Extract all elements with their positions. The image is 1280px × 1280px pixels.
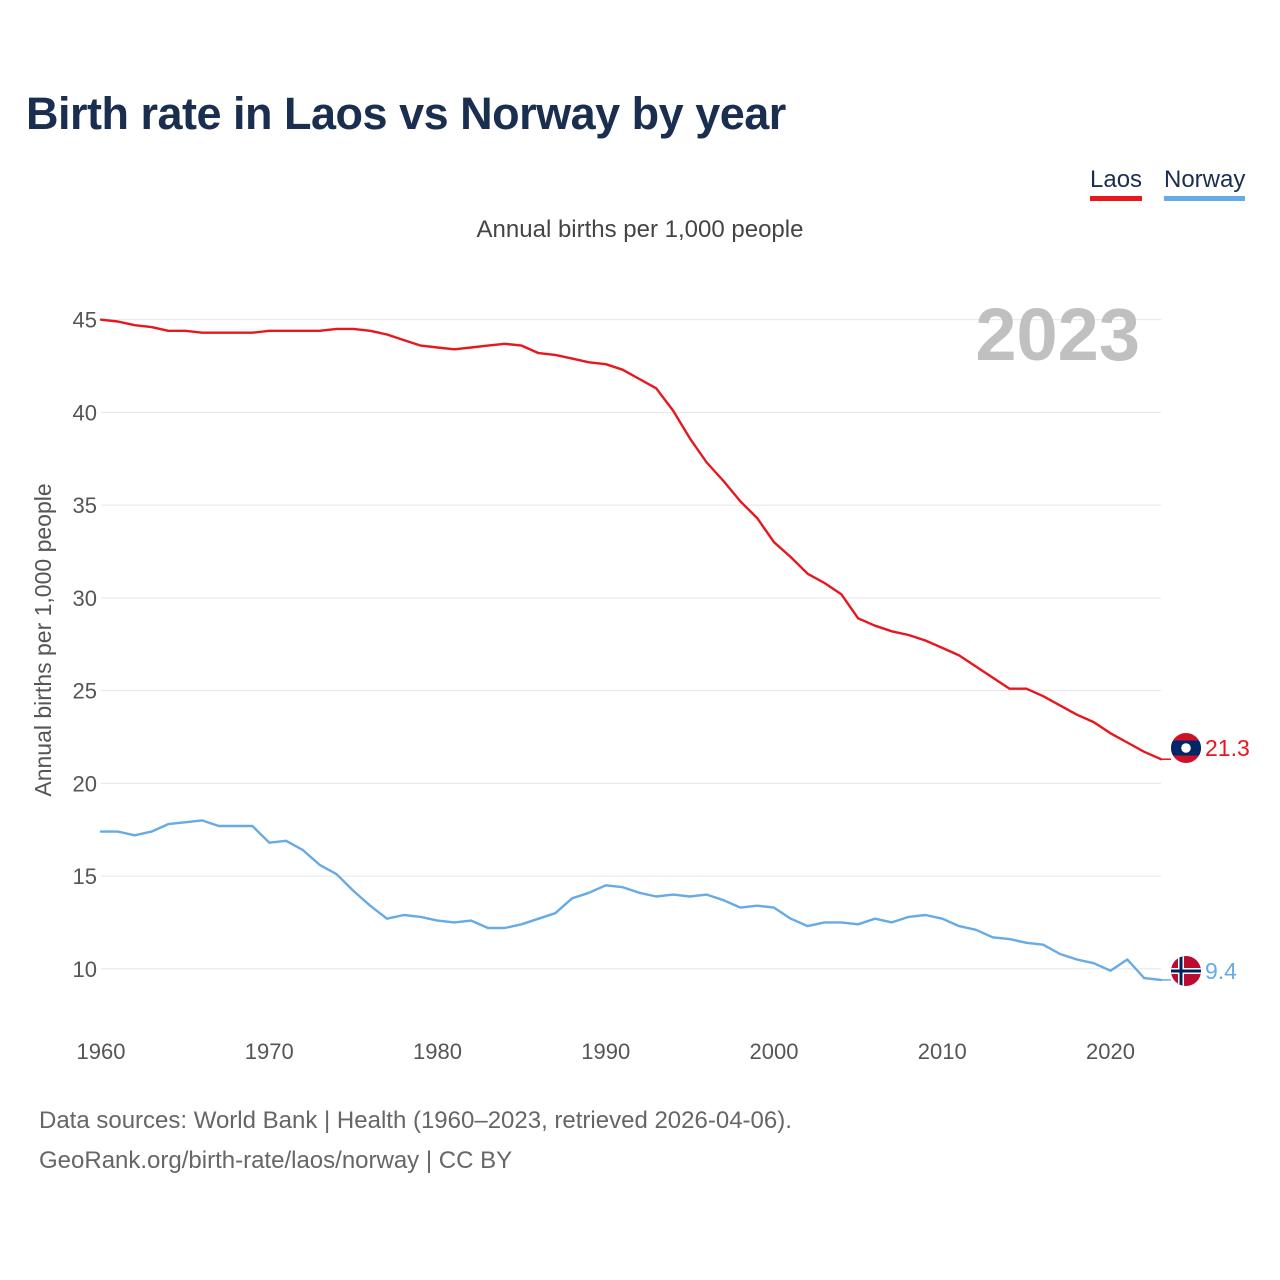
legend-item-laos[interactable]: Laos [1090, 166, 1143, 201]
y-tick-label: 40 [73, 400, 97, 425]
year-watermark: 2023 [975, 293, 1140, 376]
x-tick-label: 2000 [750, 1039, 799, 1064]
footer-credit[interactable]: GeoRank.org/birth-rate/laos/norway | CC … [39, 1147, 513, 1174]
series-line-norway[interactable] [99, 819, 1163, 982]
x-tick-label: 2010 [918, 1039, 967, 1064]
end-value-label-norway: 9.4 [1205, 958, 1237, 984]
y-axis-label: Annual births per 1,000 people [30, 483, 56, 796]
y-tick-label: 15 [73, 864, 97, 889]
footer-source: Data sources: World Bank | Health (1960–… [39, 1107, 792, 1134]
x-tick-label: 2020 [1086, 1039, 1135, 1064]
x-tick-label: 1960 [77, 1039, 126, 1064]
series-lines [99, 318, 1171, 982]
x-tick-label: 1970 [245, 1039, 294, 1064]
y-tick-label: 35 [73, 493, 97, 518]
y-tick-label: 45 [73, 308, 97, 333]
y-tick-label: 10 [73, 957, 97, 982]
y-tick-label: 20 [73, 771, 97, 796]
chart-subtitle: Annual births per 1,000 people [476, 216, 804, 243]
grid-lines [101, 319, 1161, 970]
chart-title: Birth rate in Laos vs Norway by year [26, 88, 786, 139]
y-tick-label: 30 [73, 586, 97, 611]
x-tick-label: 1980 [413, 1039, 462, 1064]
x-tick-label: 1990 [581, 1039, 630, 1064]
norway-flag-icon [1171, 956, 1201, 986]
legend-item-norway[interactable]: Norway [1164, 166, 1246, 201]
series-line-laos[interactable] [99, 318, 1163, 761]
x-axis-ticks: 1960 1970 1980 1990 2000 2010 2020 [77, 1039, 1135, 1064]
y-tick-label: 25 [73, 679, 97, 704]
laos-flag-icon [1171, 733, 1201, 763]
end-value-label-laos: 21.3 [1205, 735, 1250, 761]
y-axis-ticks: 10 15 20 25 30 35 40 45 [73, 308, 97, 982]
